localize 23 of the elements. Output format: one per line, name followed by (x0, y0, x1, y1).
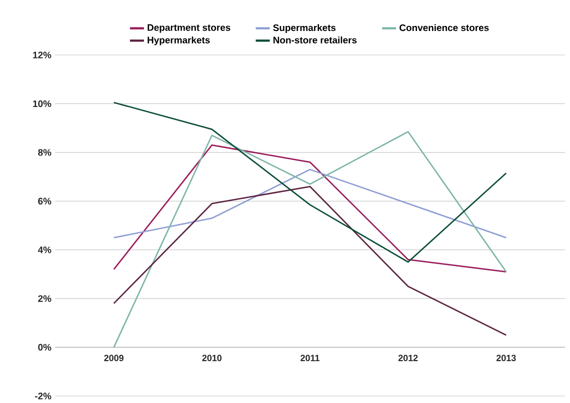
legend-label: Supermarkets (273, 24, 336, 33)
y-tick-label: 10% (33, 100, 52, 108)
x-tick-label: 2010 (202, 354, 222, 362)
x-tick-label: 2011 (300, 354, 320, 362)
x-tick-label: 2012 (398, 354, 418, 362)
x-tick-label: 2013 (496, 354, 516, 362)
line-series (113, 131, 507, 348)
legend-label: Convenience stores (400, 24, 489, 32)
x-tick-label: 2009 (104, 354, 124, 362)
y-tick-label: 6% (38, 198, 52, 204)
y-tick-label: 4% (38, 246, 52, 254)
y-tick-label: 2% (38, 295, 52, 302)
line-series (113, 168, 507, 238)
y-tick-label: 12% (33, 52, 52, 58)
legend-label: Department stores (148, 24, 230, 33)
line-series (113, 144, 507, 272)
legend-label: Hypermarkets (148, 36, 210, 46)
legend-label: Non-store retailers (274, 36, 357, 44)
y-tick-label: 0% (38, 344, 52, 351)
y-tick-label: 8% (38, 149, 52, 156)
line-series (113, 186, 507, 336)
line-series (113, 102, 507, 263)
y-tick-label: -2% (35, 392, 52, 400)
